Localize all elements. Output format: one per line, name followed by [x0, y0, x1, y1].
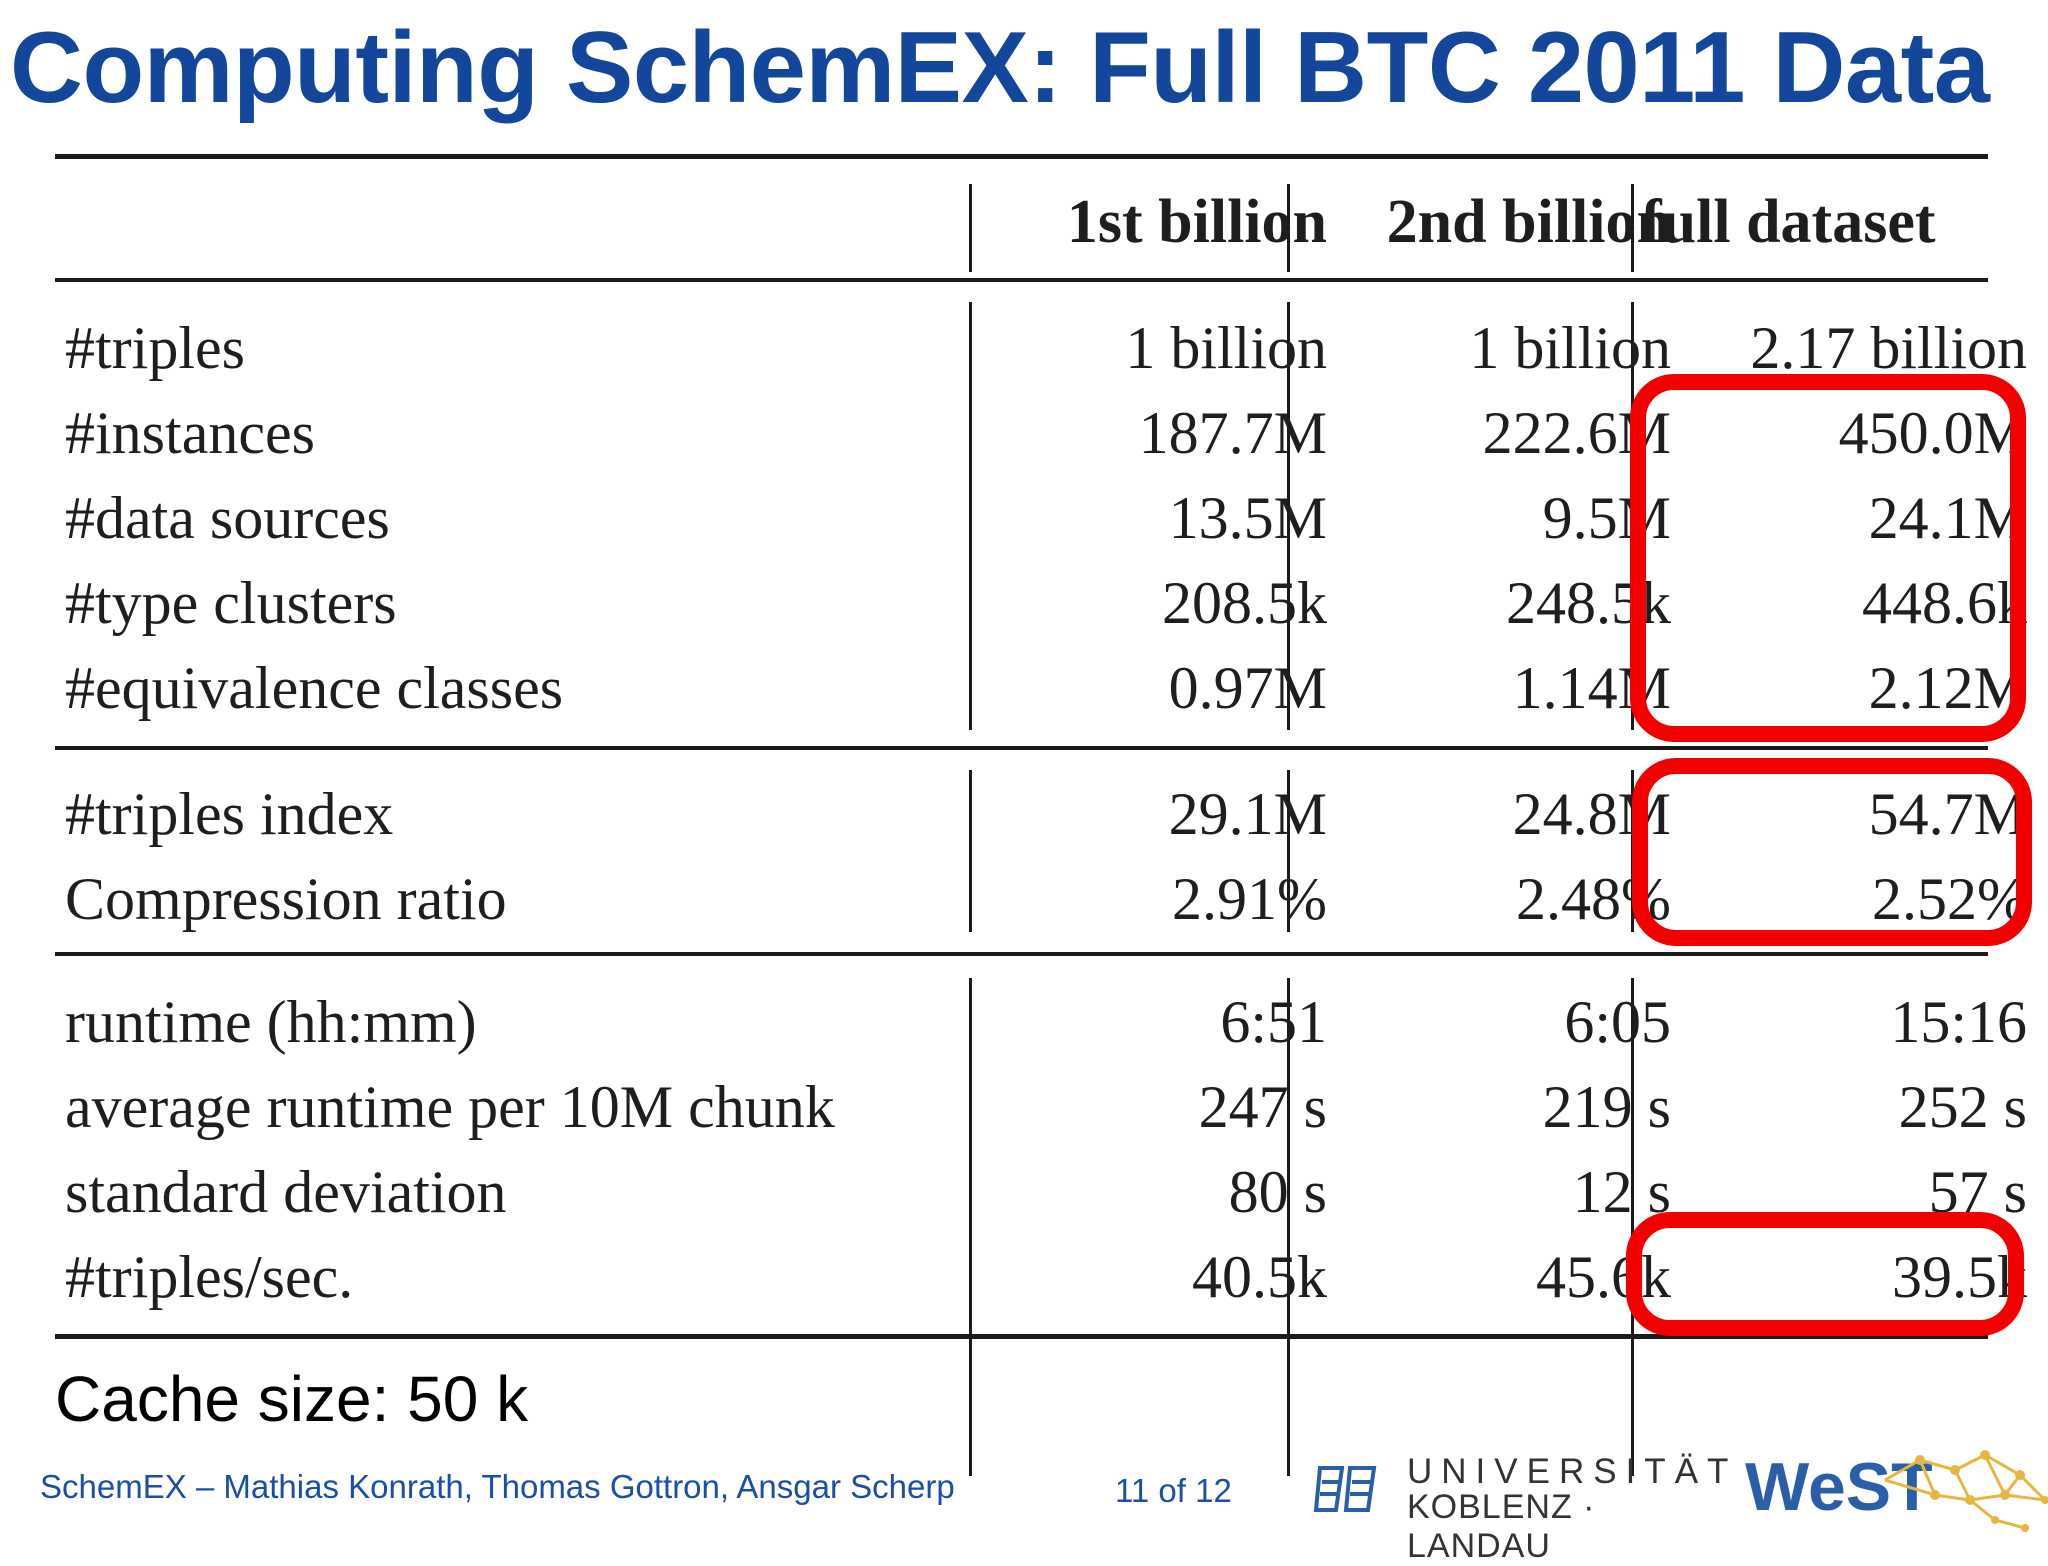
column-divider [969, 770, 972, 932]
row-label: average runtime per 10M chunk [65, 1074, 835, 1140]
network-graph-icon [1884, 1450, 2048, 1532]
column-divider [969, 302, 972, 730]
table-bottom-rule [55, 1334, 1988, 1339]
column-header-1st-billion: 1st billion [1066, 188, 1327, 256]
cell-2nd-billion: 1 billion [1469, 315, 1671, 381]
cell-1st-billion: 2.91% [1172, 866, 1327, 932]
table-row-data-sources: #data sources 13.5M 9.5M 24.1M [55, 476, 2027, 560]
cell-full-dataset: 448.6k [1862, 570, 2027, 636]
table-row-standard-deviation: standard deviation 80 s 12 s 57 s [55, 1150, 2027, 1234]
column-divider [1631, 978, 1634, 1476]
west-logo: WeST [1745, 1440, 2048, 1536]
highlight-box-full-dataset-counts [1630, 374, 2026, 742]
university-logo: UNIVERSITÄT KOBLENZ · LANDAU [1312, 1452, 1728, 1565]
cell-full-dataset: 2.17 billion [1750, 315, 2027, 381]
row-label: #data sources [65, 485, 390, 551]
university-name-line1: UNIVERSITÄT [1407, 1452, 1738, 1491]
column-divider [969, 978, 972, 1476]
cell-2nd-billion: 222.6M [1482, 400, 1671, 466]
cell-2nd-billion: 12 s [1572, 1159, 1671, 1225]
row-label: #equivalence classes [65, 655, 564, 721]
cache-size-note: Cache size: 50 k [55, 1363, 529, 1435]
table-top-rule [55, 154, 1988, 159]
highlight-box-throughput [1626, 1212, 2024, 1336]
cell-1st-billion: 29.1M [1168, 781, 1327, 847]
row-label: #triples index [65, 781, 394, 847]
group-rule [55, 952, 1988, 956]
cell-1st-billion: 80 s [1228, 1159, 1327, 1225]
cell-1st-billion: 208.5k [1162, 570, 1327, 636]
cell-2nd-billion: 248.5k [1506, 570, 1671, 636]
cell-2nd-billion: 219 s [1542, 1074, 1671, 1140]
cell-2nd-billion: 45.6k [1536, 1244, 1671, 1310]
column-header-full-dataset: full dataset [1641, 188, 1936, 256]
column-divider [1631, 184, 1634, 272]
cell-1st-billion: 187.7M [1138, 400, 1327, 466]
group-rule [55, 746, 1988, 750]
row-label: runtime (hh:mm) [65, 989, 477, 1055]
cell-1st-billion: 247 s [1198, 1074, 1327, 1140]
row-label: #triples/sec. [65, 1244, 354, 1310]
cell-1st-billion: 0.97M [1168, 655, 1327, 721]
column-divider [1287, 184, 1290, 272]
header-rule [55, 278, 1988, 282]
column-divider [969, 184, 972, 272]
cell-2nd-billion: 6:05 [1564, 989, 1671, 1055]
cell-full-dataset: 24.1M [1868, 485, 2027, 551]
cell-1st-billion: 13.5M [1168, 485, 1327, 551]
row-label: #type clusters [65, 570, 397, 636]
table-row-instances: #instances 187.7M 222.6M 450.0M [55, 391, 2027, 475]
column-divider [1287, 978, 1290, 1476]
university-name-line2: KOBLENZ · LANDAU [1407, 1488, 1596, 1565]
cell-full-dataset: 15:16 [1890, 989, 2027, 1055]
row-label: #instances [65, 400, 315, 466]
table-row-average-runtime: average runtime per 10M chunk 247 s 219 … [55, 1065, 2027, 1149]
cell-2nd-billion: 9.5M [1542, 485, 1671, 551]
cell-1st-billion: 6:51 [1220, 989, 1327, 1055]
cell-1st-billion: 40.5k [1192, 1244, 1327, 1310]
table-row-runtime: runtime (hh:mm) 6:51 6:05 15:16 [55, 980, 2027, 1064]
row-label: standard deviation [65, 1159, 507, 1225]
cell-2nd-billion: 1.14M [1512, 655, 1671, 721]
highlight-box-compression [1632, 758, 2032, 946]
cell-full-dataset: 252 s [1898, 1074, 2027, 1140]
table-row-triples: #triples 1 billion 1 billion 2.17 billio… [55, 306, 2027, 390]
west-logo-text: WeST [1745, 1449, 1933, 1525]
cell-2nd-billion: 24.8M [1512, 781, 1671, 847]
column-header-2nd-billion: 2nd billion [1386, 188, 1671, 256]
cell-2nd-billion: 2.48% [1516, 866, 1671, 932]
cell-1st-billion: 1 billion [1125, 315, 1327, 381]
row-label: Compression ratio [65, 866, 507, 932]
university-emblem-icon [1313, 1466, 1377, 1512]
row-label: #triples [65, 315, 245, 381]
footer-authors: SchemEX – Mathias Konrath, Thomas Gottro… [40, 1468, 955, 1505]
column-divider [1287, 770, 1290, 932]
page-number: 11 of 12 [1115, 1472, 1232, 1509]
column-divider [1287, 302, 1290, 730]
slide-title: Computing SchemEX: Full BTC 2011 Data [10, 12, 1990, 124]
